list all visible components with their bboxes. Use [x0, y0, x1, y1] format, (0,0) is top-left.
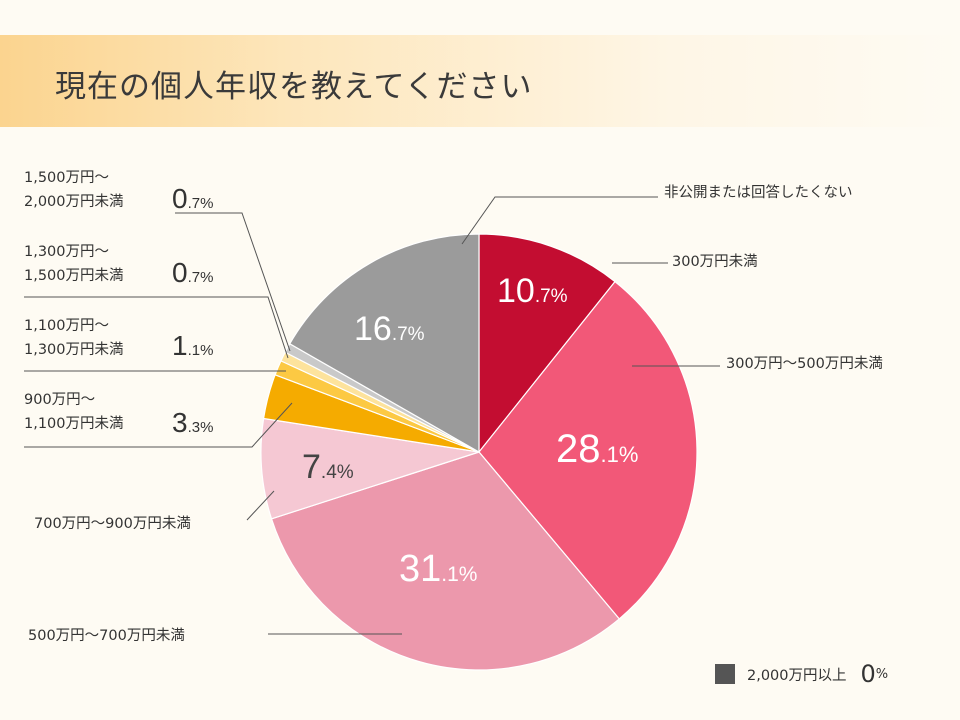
slice-value-label: 0.7% — [172, 183, 213, 214]
slice-value-int: 7 — [302, 448, 321, 486]
slice-category-label: 非公開または回答したくない — [664, 184, 853, 201]
slice-value-dec: .4% — [321, 462, 354, 483]
legend-item: 2,000万円以上 0 % — [715, 660, 889, 688]
slice-value-label: 7.4% — [302, 448, 354, 486]
leader-lines — [24, 196, 720, 635]
slice-value-label: 10.7% — [497, 272, 568, 310]
pie-slices — [260, 233, 698, 671]
leader-line — [24, 296, 289, 359]
slice-value-dec: .1% — [188, 342, 214, 359]
pie-slice — [270, 451, 621, 671]
leader-line — [246, 490, 275, 521]
legend-label: 2,000万円以上 — [747, 667, 847, 684]
slice-value-int: 16 — [354, 310, 392, 348]
slice-value-label: 0.7% — [172, 257, 213, 288]
slice-category-label: 1,300万円〜 — [24, 244, 109, 260]
slice-value-int: 1 — [172, 330, 188, 361]
slice-category-label: 900万円〜 — [24, 392, 95, 408]
slice-value-dec: .3% — [188, 419, 214, 436]
slice-value-label: 1.1% — [172, 330, 213, 361]
slice-value-dec: .7% — [188, 195, 214, 212]
slice-category-label: 1,300万円未満 — [24, 341, 124, 358]
legend-unit: % — [875, 666, 889, 682]
slice-value-label: 28.1% — [556, 427, 638, 471]
slice-value-int: 28 — [556, 427, 601, 471]
slice-category-label: 1,100万円〜 — [24, 318, 109, 334]
slice-category-label: 1,500万円未満 — [24, 267, 124, 284]
slice-value-int: 31 — [399, 548, 441, 590]
slice-value-label: 16.7% — [354, 310, 425, 348]
slice-value-dec: .7% — [535, 286, 568, 307]
pie-slice — [478, 233, 616, 454]
chart-title: 現在の個人年収を教えてください — [55, 69, 533, 105]
legend-swatch — [715, 664, 735, 684]
leader-line — [24, 402, 293, 448]
slice-value-label: 3.3% — [172, 407, 213, 438]
slice-value-label: 31.1% — [399, 548, 477, 590]
pie-slice — [288, 233, 480, 454]
slice-category-label: 700万円〜900万円未満 — [34, 515, 191, 532]
slice-category-label: 1,500万円〜 — [24, 170, 109, 186]
slice-value-dec: .1% — [441, 563, 477, 586]
slice-category-label: 500万円〜700万円未満 — [28, 627, 185, 644]
slice-value-int: 0 — [172, 257, 188, 288]
slice-value-int: 0 — [172, 183, 188, 214]
slice-category-label: 2,000万円未満 — [24, 193, 124, 210]
slice-value-dec: .1% — [601, 442, 639, 467]
slice-value-int: 3 — [172, 407, 188, 438]
slice-category-label: 1,100万円未満 — [24, 415, 124, 432]
slice-value-dec: .7% — [188, 269, 214, 286]
slice-labels: 300万円未満10.7%300万円〜500万円未満28.1%500万円〜700万… — [24, 170, 883, 644]
leader-line — [461, 196, 658, 245]
title-bar: 現在の個人年収を教えてください — [0, 35, 960, 127]
slice-value-dec: .7% — [392, 324, 425, 345]
slice-category-label: 300万円〜500万円未満 — [726, 355, 883, 372]
leader-line — [175, 212, 291, 352]
legend-value: 0 — [860, 660, 876, 688]
slice-value-int: 10 — [497, 272, 535, 310]
slice-category-label: 300万円未満 — [672, 253, 758, 270]
